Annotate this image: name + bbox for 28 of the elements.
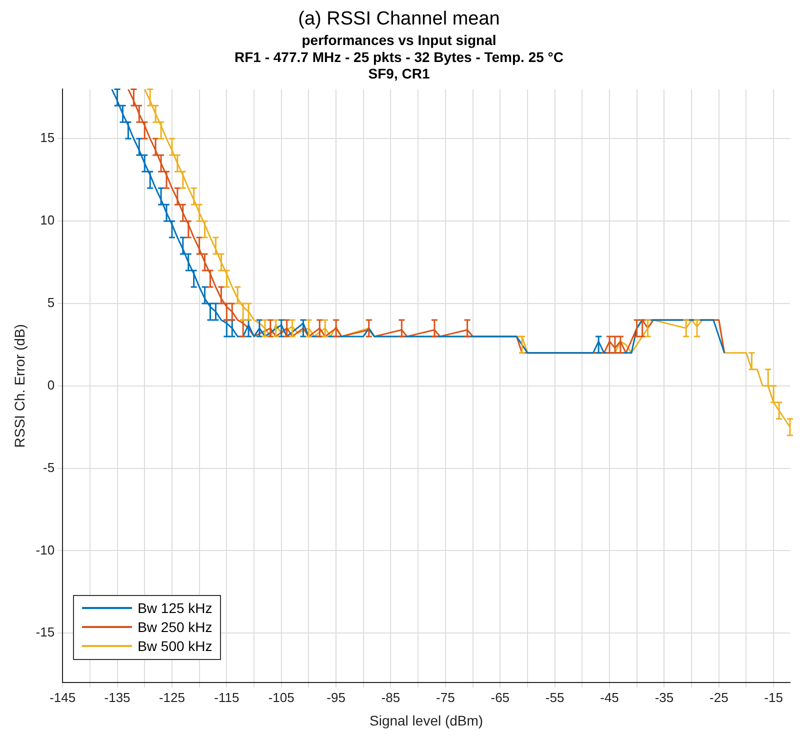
x-tick-label: -125 [158,690,185,705]
x-tick-label: -115 [214,690,240,705]
y-tick-label: -15 [36,624,55,640]
x-tick-label: -15 [764,690,783,705]
legend-label: Bw 125 kHz [138,600,212,616]
legend-label: Bw 250 kHz [138,619,212,636]
x-tick-label: -35 [654,690,674,705]
y-tick-label: -10 [36,542,55,558]
x-tick-label: -135 [104,690,130,705]
x-tick-label: -45 [600,690,619,705]
y-axis-title: RSSI Ch. Error (dB) [11,324,28,448]
x-tick-label: -25 [710,690,728,705]
x-tick-label: -65 [490,690,510,705]
x-axis-title: Signal level (dBm) [369,712,484,728]
legend-label: Bw 500 kHz [138,638,212,654]
x-tick-label: -55 [545,690,564,705]
x-tick-label: -95 [326,690,346,705]
chart-title: (a) RSSI Channel mean [298,8,500,30]
x-tick-label: -75 [436,690,455,705]
x-tick-label: -145 [50,690,76,705]
y-tick-label: -5 [43,460,55,475]
y-tick-label: 5 [47,295,55,310]
y-tick-label: 10 [40,212,55,228]
chart-subtitle: performances vs Input signal RF1 - 477.7 MHz - 25 pkts - 32 Bytes - Temp. 25 °C SF9, CR1 [234,32,564,82]
y-tick-label: 0 [47,377,55,392]
x-tick-label: -105 [268,690,294,705]
y-tick-label: 15 [40,130,55,146]
x-tick-label: -85 [381,690,400,705]
